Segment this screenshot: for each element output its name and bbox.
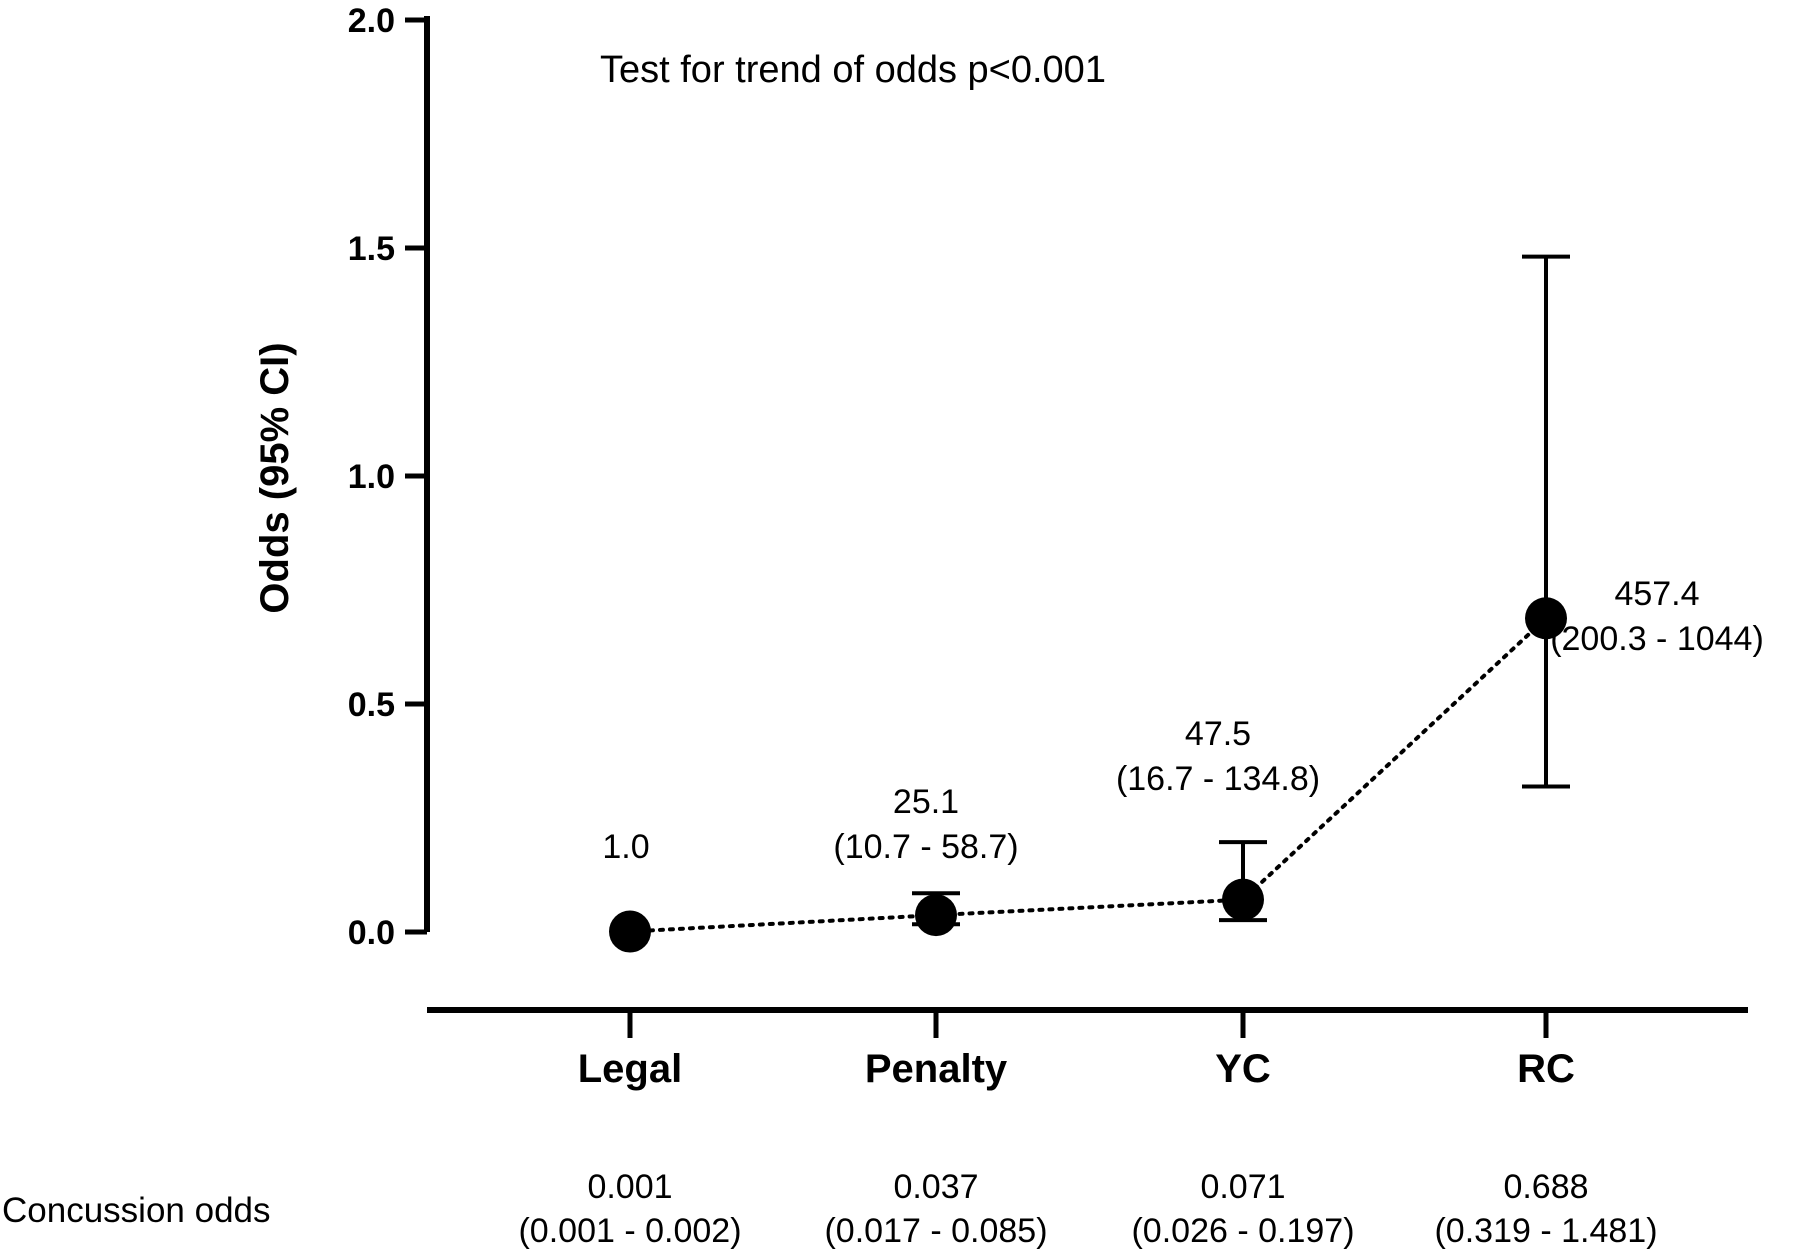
concussion-odds-value-penalty: 0.037 bbox=[893, 1168, 978, 1206]
error-bars bbox=[912, 254, 1570, 927]
error-bar-rc bbox=[1522, 254, 1570, 789]
odds-ratio-ci-rc: (200.3 - 1044) bbox=[1550, 620, 1764, 658]
x-tick-label-legal: Legal bbox=[578, 1047, 682, 1091]
data-point-legal bbox=[609, 910, 651, 953]
concussion-odds-values: 0.001 (0.001 - 0.002) 0.037 (0.017 - 0.085)… bbox=[518, 1168, 1657, 1250]
y-axis-label: Odds (95% CI) bbox=[253, 342, 297, 613]
data-points bbox=[609, 597, 1567, 953]
data-point-rc bbox=[1525, 597, 1567, 640]
x-tick-label-penalty: Penalty bbox=[865, 1047, 1008, 1091]
odds-ratio-value-rc: 457.4 bbox=[1614, 575, 1699, 613]
y-tick-label-0: 0.0 bbox=[348, 914, 395, 952]
concussion-odds-value-rc: 0.688 bbox=[1503, 1168, 1588, 1206]
data-point-penalty bbox=[915, 894, 957, 937]
x-ticks: Legal Penalty YC RC bbox=[578, 1010, 1575, 1091]
data-point-yc bbox=[1222, 878, 1264, 921]
y-tick-label-1: 0.5 bbox=[348, 686, 395, 724]
x-tick-label-yc: YC bbox=[1215, 1047, 1271, 1091]
odds-ratio-labels: 1.0 25.1 (10.7 - 58.7) 47.5 (16.7 - 134.8) 45… bbox=[602, 575, 1763, 866]
odds-ratio-value-yc: 47.5 bbox=[1185, 715, 1251, 753]
odds-ratio-ci-penalty: (10.7 - 58.7) bbox=[833, 828, 1018, 866]
concussion-odds-ci-legal: (0.001 - 0.002) bbox=[518, 1212, 741, 1250]
odds-ratio-ci-yc: (16.7 - 134.8) bbox=[1116, 760, 1320, 798]
trend-annotation: Test for trend of odds p<0.001 bbox=[600, 49, 1106, 91]
odds-ratio-value-penalty: 25.1 bbox=[893, 783, 959, 821]
y-ticks: 0.0 0.5 1.0 1.5 2.0 bbox=[348, 2, 427, 952]
y-tick-label-2: 1.0 bbox=[348, 458, 395, 496]
concussion-odds-ci-penalty: (0.017 - 0.085) bbox=[824, 1212, 1047, 1250]
y-tick-label-4: 2.0 bbox=[348, 2, 395, 40]
odds-ratio-value-legal: 1.0 bbox=[602, 828, 649, 866]
y-tick-label-3: 1.5 bbox=[348, 230, 395, 268]
concussion-odds-row-label: Concussion odds bbox=[2, 1191, 271, 1230]
concussion-odds-ci-rc: (0.319 - 1.481) bbox=[1434, 1212, 1657, 1250]
trend-connector bbox=[628, 616, 1548, 934]
concussion-odds-ci-yc: (0.026 - 0.197) bbox=[1131, 1212, 1354, 1250]
concussion-odds-value-legal: 0.001 bbox=[587, 1168, 672, 1206]
trend-line bbox=[628, 616, 1548, 934]
concussion-odds-value-yc: 0.071 bbox=[1200, 1168, 1285, 1206]
x-tick-label-rc: RC bbox=[1517, 1047, 1575, 1091]
